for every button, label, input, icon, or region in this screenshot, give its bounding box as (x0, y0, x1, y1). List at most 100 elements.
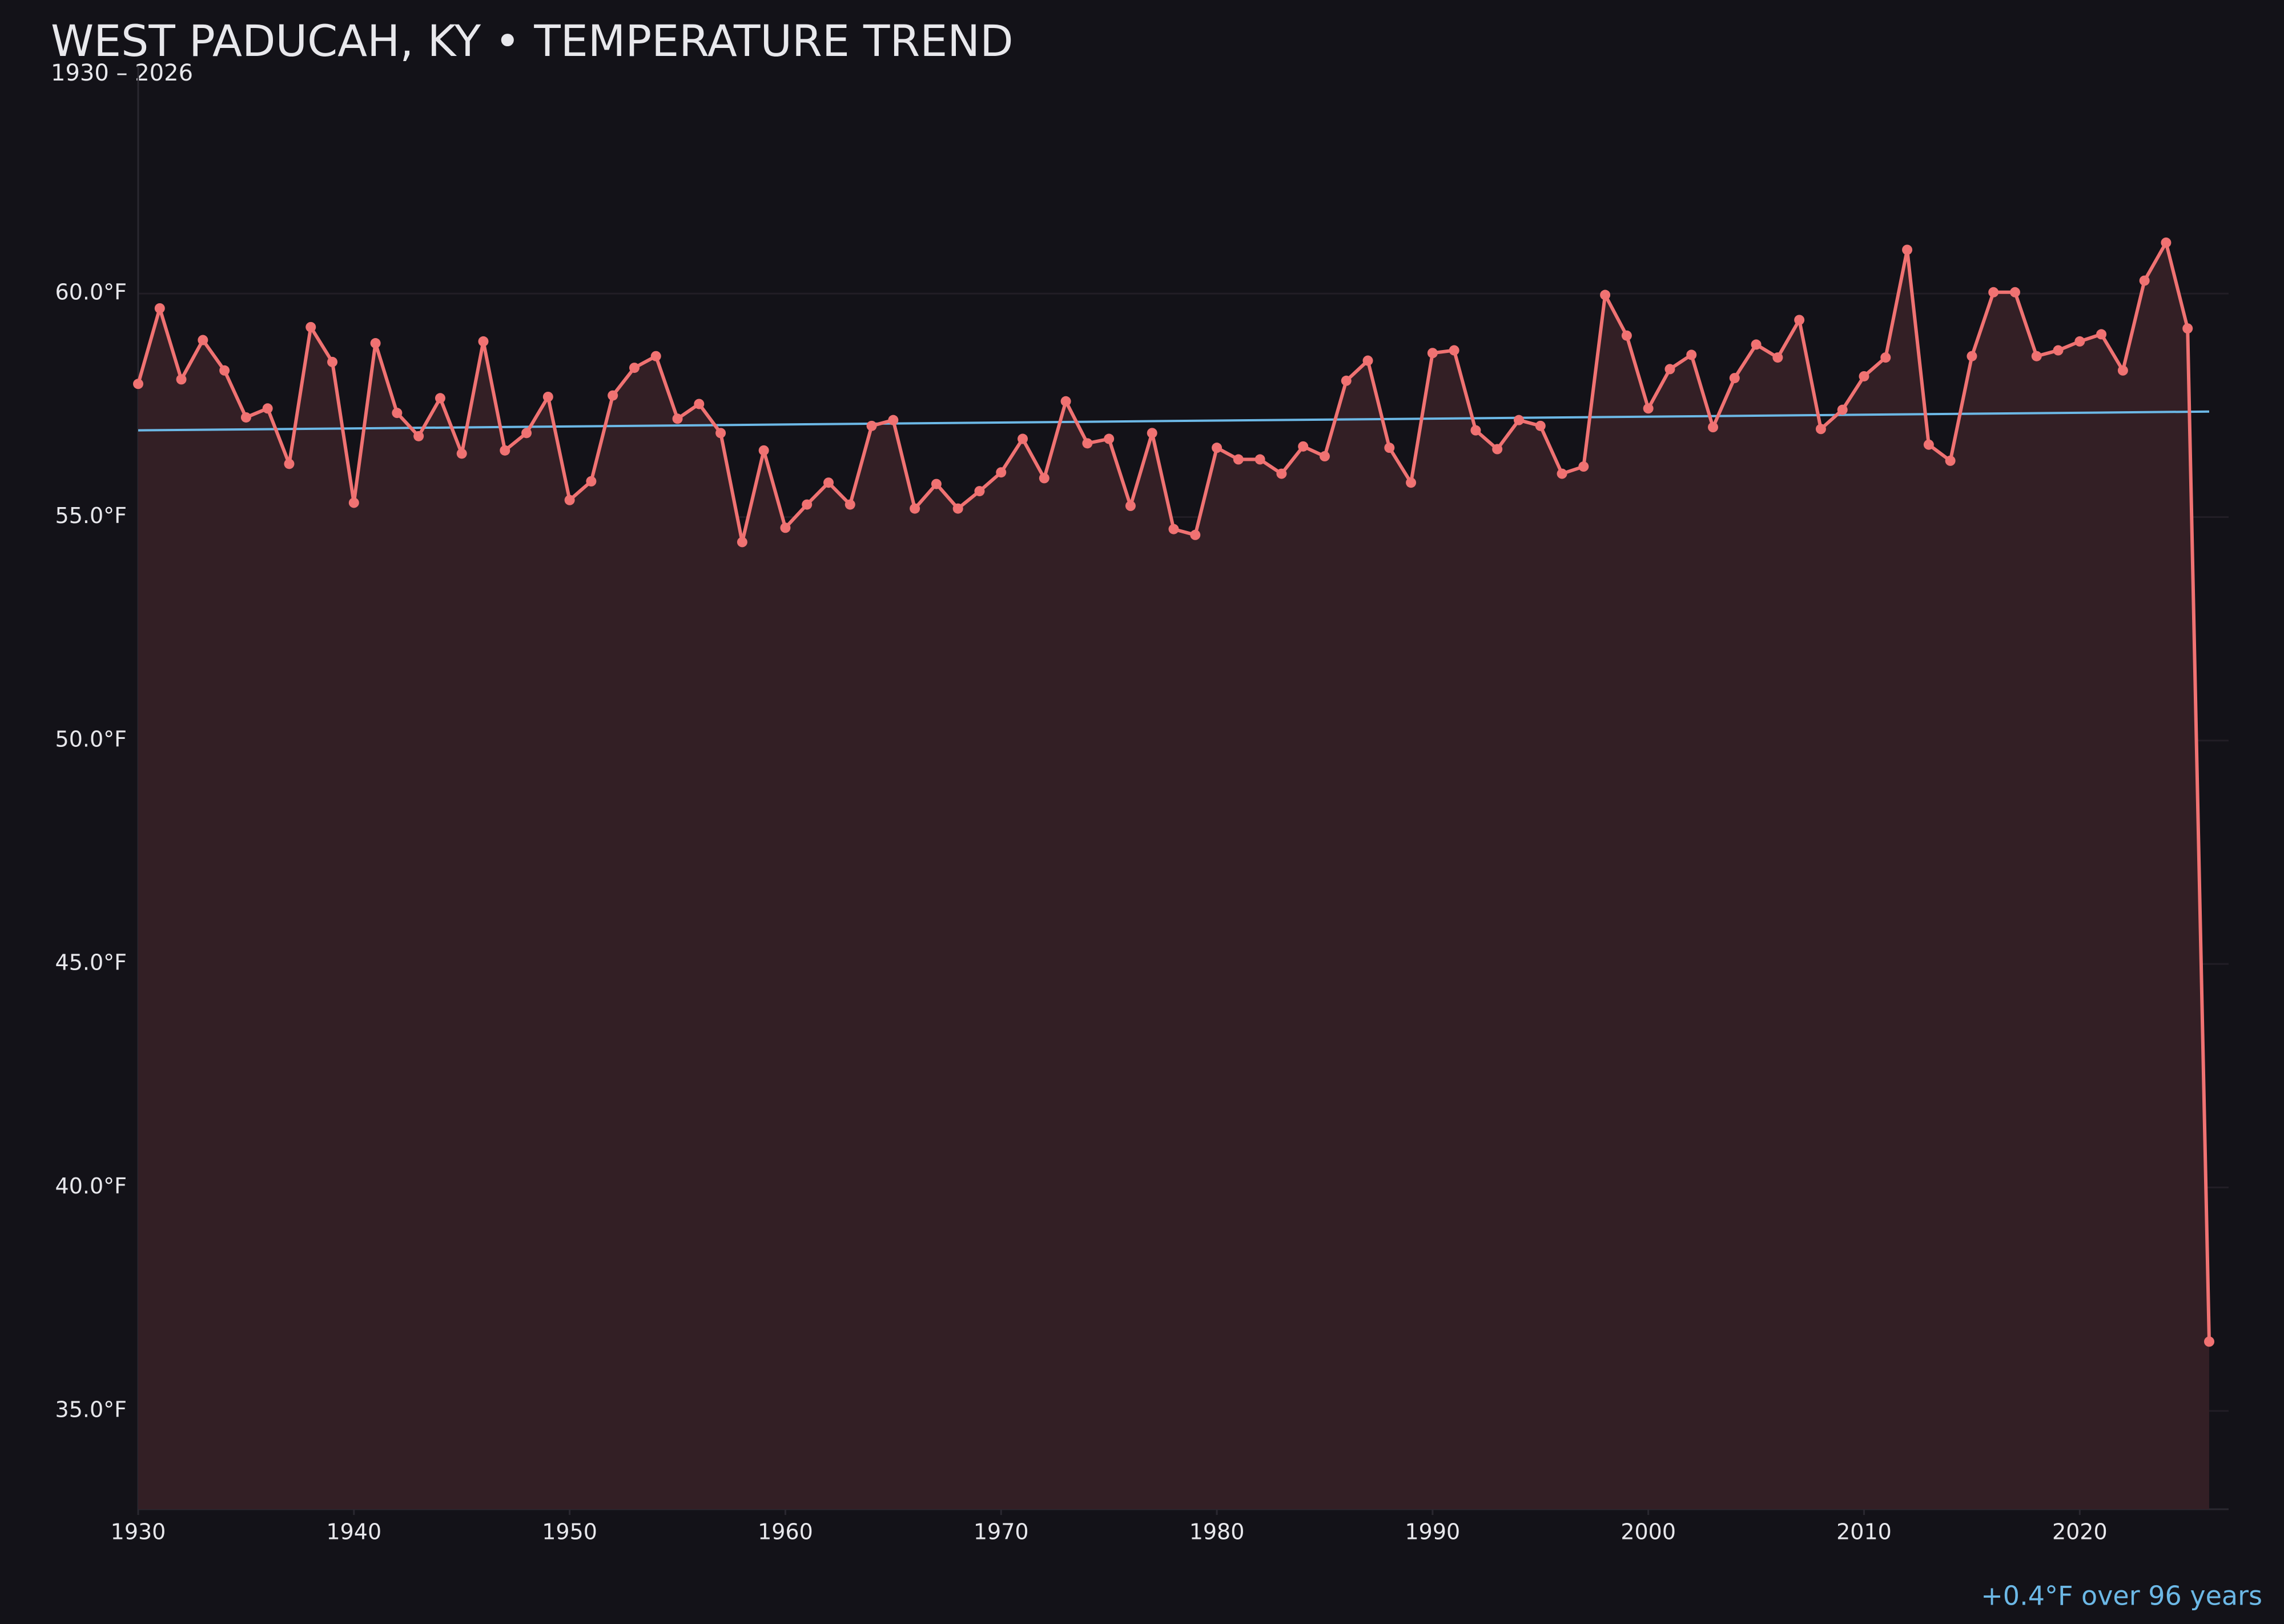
point (1018, 433, 1028, 444)
chart-subtitle: 1930 – 2026 (51, 60, 193, 86)
point (802, 499, 813, 510)
point (952, 503, 963, 514)
y-tick-label: 40.0°F (55, 1173, 127, 1199)
point (2009, 287, 2020, 298)
point (370, 338, 381, 349)
x-tick-label: 2020 (2052, 1520, 2108, 1545)
point (758, 445, 769, 456)
x-tick-label: 1980 (1189, 1520, 1245, 1545)
point (1794, 315, 1805, 325)
x-tick-label: 1970 (974, 1520, 1029, 1545)
point (629, 363, 640, 373)
x-tick-label: 1990 (1405, 1520, 1461, 1545)
point (1643, 403, 1654, 414)
point (823, 477, 834, 488)
point (780, 522, 791, 533)
point (1427, 348, 1438, 359)
point (542, 391, 553, 402)
point (1945, 455, 1956, 466)
point (1276, 468, 1287, 479)
point (1600, 290, 1611, 300)
point (586, 476, 597, 487)
point (521, 428, 532, 439)
point (1557, 468, 1567, 479)
point (327, 356, 338, 367)
point (2053, 345, 2064, 356)
point (1298, 441, 1309, 452)
point (1384, 443, 1395, 453)
point (974, 486, 985, 497)
point (348, 497, 359, 508)
point (284, 459, 295, 469)
point (2139, 275, 2150, 286)
point (1341, 375, 1352, 386)
point (888, 415, 899, 425)
point (1859, 371, 1869, 381)
point (478, 336, 489, 347)
y-tick-label: 60.0°F (55, 280, 127, 305)
point (1729, 373, 1740, 384)
point (1362, 355, 1373, 366)
point (262, 403, 273, 414)
point (2096, 329, 2107, 340)
point (1147, 428, 1157, 439)
point (1708, 422, 1719, 433)
point (154, 303, 165, 313)
x-tick-label: 1960 (758, 1520, 813, 1545)
point (1686, 349, 1697, 360)
point (1039, 473, 1049, 484)
point (1513, 415, 1524, 425)
point (1319, 451, 1330, 462)
point (1621, 330, 1632, 341)
x-tick-label: 2000 (1620, 1520, 1676, 1545)
point (1923, 439, 1934, 450)
trend-annotation: +0.4°F over 96 years (1981, 1581, 2262, 1611)
point (1212, 443, 1223, 453)
point (1190, 529, 1201, 540)
point (1535, 420, 1546, 431)
point (1449, 345, 1459, 356)
x-tick-label: 1930 (111, 1520, 166, 1545)
point (240, 412, 251, 423)
point (413, 431, 424, 441)
area (138, 242, 2209, 1510)
point (1988, 287, 1999, 298)
x-tick-label: 2010 (1836, 1520, 1892, 1545)
point (1967, 351, 1977, 361)
point (1902, 244, 1913, 255)
point (564, 495, 575, 505)
point (1125, 500, 1136, 511)
point (2117, 365, 2128, 376)
point (1060, 396, 1071, 407)
point (931, 479, 942, 489)
point (1751, 339, 1762, 350)
point (1578, 461, 1589, 472)
point (500, 445, 510, 456)
point (2161, 237, 2172, 248)
point (456, 448, 467, 459)
point (845, 499, 855, 510)
point (1406, 477, 1417, 488)
point (866, 420, 877, 431)
point (2182, 323, 2193, 334)
point (2074, 336, 2085, 347)
point (694, 399, 705, 409)
point (1168, 524, 1179, 534)
point (1492, 444, 1503, 455)
point (1233, 454, 1244, 465)
point (392, 408, 403, 419)
point (1772, 352, 1783, 363)
point (219, 365, 230, 376)
point (737, 537, 747, 548)
trend-line (138, 410, 2210, 432)
point (910, 503, 920, 514)
point (2203, 1336, 2214, 1347)
y-tick-label: 45.0°F (55, 950, 127, 975)
point (1837, 404, 1848, 415)
point (1082, 438, 1093, 449)
point (996, 467, 1007, 478)
point (176, 374, 187, 385)
point (650, 351, 661, 361)
